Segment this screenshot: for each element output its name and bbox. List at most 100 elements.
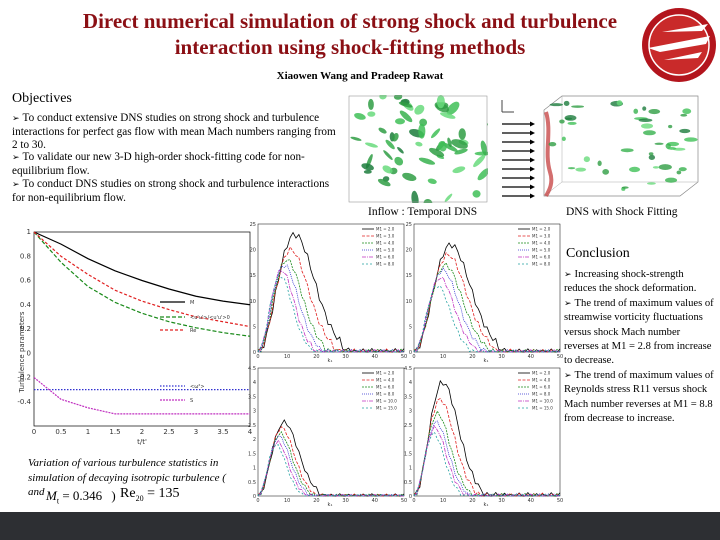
footer-bar [0,512,720,540]
x-tick-label: 20 [469,498,475,504]
vortex-blob [658,164,672,170]
y-tick-label: 1.5 [404,451,412,457]
y-tick-label: 4 [253,380,256,386]
legend-label: M1 = 3.0 [376,234,395,239]
y-tick-label: 2.5 [248,423,256,429]
legend-label: M1 = 6.0 [376,385,395,390]
formula-re-symbol: Re [120,486,136,501]
objective-text: To conduct extensive DNS studies on stro… [12,112,336,151]
x-tick-label: 30 [342,354,348,360]
x-axis-label: k₁ [484,502,489,508]
vortex-blob [447,137,452,148]
conclusion-text: The trend of maximum values of streamwis… [564,297,714,367]
vortex-blob [648,108,661,115]
vortex-blob [399,110,413,123]
vortex-blob [418,157,436,165]
x-tick-label: 10 [440,354,446,360]
vortex-blob [385,139,395,150]
vortex-blob [377,178,391,187]
y-tick-label: 0.5 [248,480,256,486]
y-tick-label: -0.2 [17,374,31,382]
authors: Xiaowen Wang and Pradeep Rawat [276,70,444,82]
y-tick-label: 0 [409,350,412,356]
formula-close: ) [111,488,116,503]
series-line [33,231,251,328]
legend-label: M1 = 6.0 [532,255,551,260]
legend-label: M1 = 15.0 [532,406,553,411]
formula-mt-value: = 0.346 [62,488,103,503]
y-tick-label: 0 [253,350,256,356]
y-tick-label: 0 [409,494,412,500]
vortex-blob [654,142,664,145]
legend-label: M1 = 8.0 [532,262,551,267]
caption-text: Variation of various turbulence statisti… [28,457,226,484]
y-tick-label: 3 [409,409,412,415]
objective-item: ➢ To conduct extensive DNS studies on str… [12,112,342,151]
arrow-bullet-icon: ➢ [564,370,572,381]
series-line [413,431,561,497]
vortex-blob [629,166,641,173]
series-line [33,231,251,306]
vortex-blob [564,115,577,121]
legend-label: M1 = 2.0 [376,227,395,232]
y-tick-label: 1 [409,466,412,472]
y-tick-label: 3 [253,409,256,415]
flow-arrow-head [530,184,535,190]
series-line [257,419,405,497]
y-tick-label: 10 [250,299,256,305]
vortex-blob [431,128,441,139]
objective-text: To conduct DNS studies on strong shock a… [12,177,330,204]
flow-arrow-head [530,193,535,199]
y-tick-label: 2 [409,437,412,443]
x-tick-label: 1.5 [109,428,120,436]
vortex-blob [575,167,587,172]
legend-label: M1 = 8.0 [376,392,395,397]
vortex-blob [643,130,656,136]
y-tick-label: 15 [406,273,412,279]
x-tick-label: 4 [248,428,253,436]
objectives-list: ➢ To conduct extensive DNS studies on str… [12,112,342,205]
conclusion-list: ➢ Increasing shock-strength reduces the s… [564,268,714,426]
spectrum-chart-bottom-left: k₁ 0 10 20 30 40 50 4.5 4 3.5 3 2.5 2 1.5 1 0.5 0 M1 = 2… [248,366,407,508]
x-tick-label: 40 [372,498,378,504]
x-tick-label: 50 [401,354,407,360]
vortex-blob [415,141,423,147]
vortex-blob [583,156,590,163]
conclusion-heading: Conclusion [566,246,630,261]
vortex-blob [444,193,453,203]
conclusion-text: The trend of maximum values of Reynolds … [564,369,714,425]
arrow-bullet-icon: ➢ [564,270,572,280]
title-line-1: Direct numerical simulation of strong sh… [82,9,618,33]
vortex-blob [354,112,366,120]
series-line [413,410,561,497]
legend-label: M1 = 6.0 [376,255,395,260]
vortex-blob [382,165,393,174]
y-tick-label: 0.6 [20,277,32,285]
vortex-blob [680,113,688,117]
university-logo [642,8,716,82]
x-tick-label: 3 [194,428,198,436]
x-tick-label: 50 [401,498,407,504]
vortex-blob [414,104,425,115]
vortex-blob [398,101,413,108]
vortex-blob [678,167,687,172]
vortex-blob [411,190,419,203]
flow-arrow-head [530,121,535,127]
y-tick-label: 0.8 [20,252,31,260]
y-tick-label: 2.5 [404,423,412,429]
legend-label: M1 = 4.0 [376,378,395,383]
y-tick-label: 4.5 [248,366,256,372]
series-line [413,285,561,353]
vortex-blob [684,137,698,142]
vortex-blob [397,146,404,154]
x-tick-label: 10 [440,498,446,504]
caption-and: and [28,486,45,498]
vortex-blob [559,119,565,124]
x-tick-label: 20 [469,354,475,360]
x-axis-label: t/t' [137,438,147,446]
vortex-blob [549,103,564,107]
x-tick-label: 20 [313,354,319,360]
vortex-blob [378,127,387,134]
vortex-blob [361,163,374,171]
vortex-blob [676,170,682,175]
